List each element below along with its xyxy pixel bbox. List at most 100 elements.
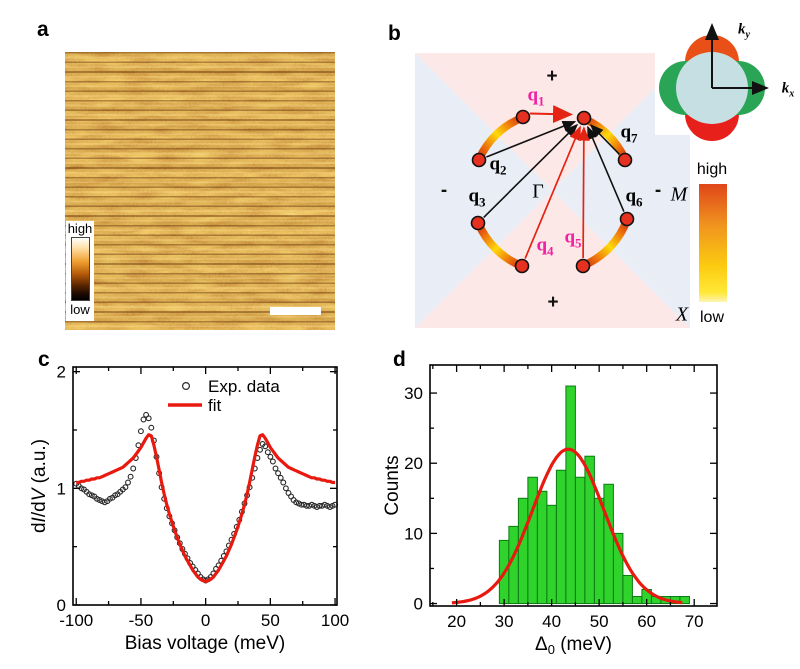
bz-square	[415, 53, 690, 328]
kx-axis-label: kx	[781, 80, 795, 100]
x-tick-label: 0	[201, 611, 210, 630]
exp-data-point	[137, 428, 144, 435]
dot-q4	[514, 258, 530, 274]
y-tick-label: 0	[414, 595, 423, 614]
histogram-bar	[517, 497, 529, 605]
gamma-point-label: Γ	[532, 180, 544, 203]
histogram-bar	[603, 483, 614, 605]
x-tick-label: -50	[129, 611, 154, 630]
label-q1: q1	[527, 84, 545, 109]
x-tick-label: -100	[59, 611, 93, 630]
x-tick-label: 50	[590, 612, 609, 631]
histogram-bar	[574, 476, 586, 605]
chart-d: 20 30 40 50 60 70 0 10 20 30 Δ0 (meV) Counts	[382, 364, 718, 657]
label-q3: q3	[468, 185, 486, 210]
exp-data-point	[272, 465, 279, 472]
histogram-bar	[612, 532, 624, 605]
colorbar-high-label: high	[696, 161, 728, 178]
gaussian-fit-curve	[451, 447, 683, 605]
arrow-q7	[589, 124, 620, 155]
minus-left-label: -	[440, 180, 448, 201]
x-axis-title: Bias voltage (meV)	[125, 633, 286, 654]
colorbar-low-label: low	[699, 309, 725, 326]
dot-target	[576, 110, 592, 126]
minus-right-label: -	[654, 180, 662, 201]
panel-c-label: c	[38, 348, 50, 371]
arrow-q3	[483, 123, 579, 218]
exp-data-point	[122, 484, 129, 491]
legend-label: fit	[208, 396, 222, 415]
exp-data-point	[125, 479, 131, 486]
label-q4: q4	[536, 234, 554, 259]
axis-ticks	[73, 367, 337, 606]
panel-b-label: b	[388, 22, 401, 45]
y-tick-label: 2	[57, 363, 66, 382]
histogram-bar	[555, 469, 567, 605]
x-tick-label: 30	[495, 612, 514, 631]
exp-data-point	[298, 501, 305, 508]
y-tick-label: 10	[404, 524, 423, 543]
panel-d-label: d	[393, 348, 406, 371]
histogram-bar	[679, 596, 690, 605]
exp-data-point	[267, 453, 274, 460]
exp-data-point	[140, 416, 147, 423]
scattering-arrows	[483, 105, 625, 259]
histogram-bar	[527, 476, 538, 605]
fit-curve	[76, 433, 336, 584]
ky-axis-label: ky	[738, 21, 750, 41]
exp-data-point	[148, 424, 155, 431]
exp-data-point	[282, 485, 289, 492]
exp-data-point	[269, 458, 276, 465]
histogram-bar	[565, 385, 576, 605]
plus-top-label: +	[546, 66, 558, 87]
legend-label: Exp. data	[208, 377, 280, 396]
arrow-q4	[524, 125, 581, 259]
exp-data-series	[73, 411, 339, 584]
m-point-label: M	[670, 183, 688, 206]
plus-bottom-label: +	[547, 292, 559, 313]
histogram-bar	[622, 574, 633, 605]
y-axis-title: Counts	[382, 455, 403, 515]
x-tick-label: 60	[637, 612, 656, 631]
exp-data-point	[145, 415, 152, 422]
gap-structure-inset	[659, 23, 769, 141]
chart-c: -100 -50 0 50 100 0 1 2 Bias voltage (meV) dI/dV …	[30, 363, 349, 654]
arrow-q2	[486, 120, 577, 158]
color-scale-low-label: low	[70, 302, 90, 317]
label-q5: q5	[564, 226, 582, 251]
dot-q5	[575, 258, 591, 274]
dot-q6	[619, 211, 635, 227]
color-gradient-a	[70, 237, 90, 301]
dot-q3	[470, 215, 486, 231]
brillouin-zone-diagram	[415, 6, 800, 328]
dot-q7	[617, 152, 633, 168]
histogram-bars	[498, 385, 690, 605]
x-axis-title: Δ0 (meV)	[535, 634, 612, 657]
stm-stripe-texture	[65, 52, 335, 330]
x-tick-label: 100	[321, 611, 349, 630]
color-scale-high-label: high	[67, 221, 93, 236]
y-tick-label: 1	[57, 479, 66, 498]
label-q2: q2	[489, 153, 507, 178]
exp-data-point	[303, 502, 310, 509]
exp-data-point	[127, 473, 134, 480]
exp-data-point	[277, 474, 284, 481]
arrow-q1	[529, 105, 573, 124]
x-point-label: X	[675, 303, 689, 326]
axis-ticks	[430, 365, 717, 606]
x-tick-label: 70	[685, 612, 704, 631]
exp-data-point	[262, 443, 269, 450]
exp-data-point	[275, 470, 282, 477]
histogram-bar	[593, 497, 605, 605]
color-scale-a: high low	[66, 221, 94, 321]
x-tick-label: 20	[447, 612, 466, 631]
x-tick-label: 40	[542, 612, 561, 631]
stm-texture	[65, 52, 335, 330]
plot-frame	[72, 366, 338, 606]
plot-frame	[429, 364, 718, 607]
dot-q2	[471, 152, 487, 168]
exp-data-point	[264, 449, 271, 456]
scale-bar	[270, 307, 321, 315]
exp-data-point	[130, 465, 137, 472]
